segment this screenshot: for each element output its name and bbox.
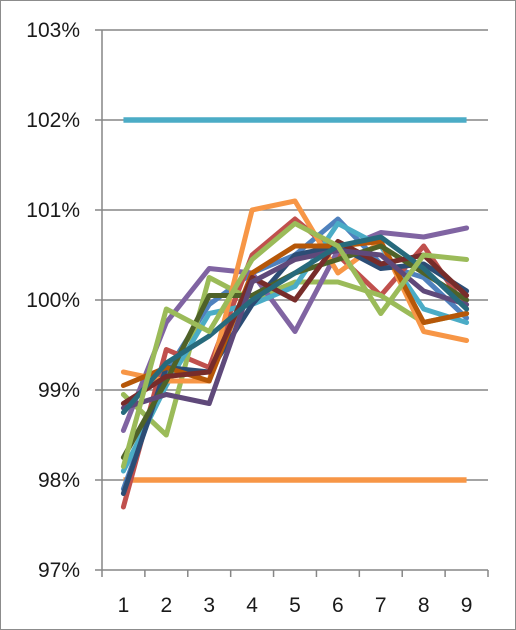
series-line-12 <box>120 234 470 415</box>
x-tick-labels: 1 2 3 4 5 6 7 8 9 <box>118 594 473 617</box>
series-line-13 <box>120 221 470 469</box>
y-tick-label: 99% <box>38 379 80 402</box>
x-tick-label: 9 <box>461 594 473 617</box>
x-tick-label: 8 <box>418 594 430 617</box>
y-tick-label: 97% <box>38 559 80 582</box>
x-tick-label: 7 <box>375 594 387 617</box>
y-tick-label: 98% <box>38 469 80 492</box>
x-tick-label: 1 <box>118 594 130 617</box>
y-tick-label: 103% <box>26 19 80 42</box>
series-line-4 <box>120 225 470 433</box>
x-tick-label: 5 <box>289 594 301 617</box>
series-line-6 <box>120 198 470 384</box>
series-lines <box>120 198 470 510</box>
y-tick-label: 101% <box>26 199 80 222</box>
y-tick-label: 102% <box>26 109 80 132</box>
y-tick-label: 100% <box>26 289 80 312</box>
series-line-11 <box>120 248 470 411</box>
x-tick-label: 3 <box>203 594 215 617</box>
x-tick-label: 2 <box>160 594 172 617</box>
series-line-8 <box>120 239 470 388</box>
y-tick-labels: 97% 98% 99% 100% 101% 102% 103% <box>26 19 80 582</box>
series-line-5 <box>120 221 470 474</box>
x-tick-label: 4 <box>246 594 258 617</box>
x-tick-label: 6 <box>332 594 344 617</box>
axes <box>95 29 489 577</box>
reference-lines <box>123 117 467 483</box>
